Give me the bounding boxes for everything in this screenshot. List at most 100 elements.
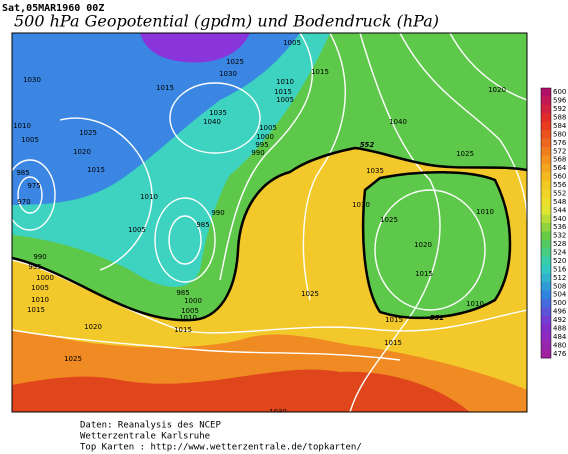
isobar-label: 1000 [256, 133, 274, 141]
contour-552 [361, 170, 512, 320]
isobar-label: 990 [251, 149, 264, 157]
isobar-label: 1010 [276, 78, 294, 86]
footer: Daten: Reanalysis des NCEPWetterzentrale… [80, 421, 362, 453]
isobar-label: 1020 [414, 241, 432, 249]
map: 1005 1015 1030 1015 1025 1030 1010 1015 1005 1020… [11, 32, 528, 416]
colorbar-swatch [541, 88, 551, 97]
colorbar-swatch [541, 130, 551, 139]
isobar [449, 33, 527, 101]
isobar-label: 1010 [31, 296, 49, 304]
colorbar-label: 596 [553, 97, 567, 105]
colorbar-label: 560 [553, 173, 566, 181]
isobar-label: 970 [17, 198, 30, 206]
isobar-label: 985 [16, 169, 29, 177]
map-frame [11, 32, 528, 413]
isobar-label: 1020 [84, 323, 102, 331]
isobar-label: 1030 [219, 70, 237, 78]
isobar-label: 1025 [456, 150, 474, 158]
isobar-label: 1035 [209, 109, 227, 117]
isobar-label: 1000 [184, 297, 202, 305]
colorbar-label: 480 [553, 341, 566, 349]
colorbar-label: 512 [553, 274, 566, 282]
colorbar-swatch [541, 256, 551, 266]
isobar-label: 1015 [27, 306, 45, 314]
field-green-trough [363, 172, 510, 318]
isobar-label: 1000 [36, 274, 54, 282]
isobar-label: 1005 [181, 307, 199, 315]
colorbar-label: 544 [553, 206, 567, 214]
height-label: 552 [430, 314, 445, 322]
isobar-label: 1035 [366, 167, 384, 175]
isobar-label: 1010 [466, 300, 484, 308]
colorbar-swatch [541, 341, 551, 350]
colorbar-label: 592 [553, 105, 566, 113]
isobar-label: 1025 [301, 290, 319, 298]
field-blue [12, 33, 300, 205]
colorbar-label: 584 [553, 122, 567, 130]
isobar [168, 215, 202, 265]
isobar [12, 329, 401, 361]
isobar-label: 975 [27, 182, 40, 190]
isobar [169, 82, 261, 154]
isobar [399, 33, 527, 221]
colorbar-label: 588 [553, 114, 566, 122]
isobar-label: 1030 [269, 408, 287, 416]
colorbar-swatch [541, 223, 551, 232]
colorbar: 6005965925885845805765725685645605565525… [540, 87, 567, 359]
isobar-label: 1020 [73, 148, 91, 156]
isobar [12, 159, 56, 231]
isobar-label: 1010 [476, 208, 494, 216]
colorbar-swatch [541, 290, 551, 300]
isobar-label: 990 [33, 253, 46, 261]
colorbar-label: 540 [553, 215, 566, 223]
colorbar-swatch [541, 163, 551, 173]
colorbar-swatch [541, 282, 551, 291]
colorbar-label: 484 [553, 333, 567, 341]
colorbar-swatch [541, 273, 551, 283]
isobar-label: 1015 [384, 339, 402, 347]
isobar-label: 985 [176, 289, 189, 297]
contour-552 [12, 146, 527, 322]
isobar-label: 1005 [276, 96, 294, 104]
title: 500 hPa Geopotential (gpdm) und Bodendru… [14, 12, 439, 31]
colorbar-frame [540, 87, 552, 359]
colorbar-label: 488 [553, 324, 566, 332]
isobar-label: 990 [211, 209, 224, 217]
colorbar-swatch [541, 138, 551, 148]
isobar [154, 197, 216, 283]
colorbar-label: 476 [553, 350, 567, 358]
colorbar-label: 580 [553, 130, 566, 138]
isobar-label: 1005 [31, 284, 49, 292]
colorbar-swatch [541, 349, 551, 359]
isobar [219, 33, 314, 281]
colorbar-swatch [541, 113, 551, 123]
colorbar-swatch [541, 324, 551, 333]
isobar-label: 1040 [389, 118, 407, 126]
colorbar-label: 576 [553, 139, 567, 147]
colorbar-label: 516 [553, 265, 567, 273]
isobar-label: 1025 [79, 129, 97, 137]
isobar-label: 1015 [311, 68, 329, 76]
colorbar-swatch [541, 265, 551, 274]
colorbar-label: 564 [553, 164, 567, 172]
isobar [349, 33, 441, 412]
colorbar-swatch [541, 315, 551, 325]
isobar-label: 1020 [488, 86, 506, 94]
isobar [17, 176, 43, 214]
colorbar-label: 492 [553, 316, 566, 324]
colorbar-swatch [541, 197, 551, 207]
isobar-label: 1025 [380, 216, 398, 224]
isobar-label: 1040 [203, 118, 221, 126]
isobar-label: 1010 [13, 122, 31, 130]
colorbar-swatch [541, 248, 551, 258]
isobar-label: 1005 [283, 39, 301, 47]
colorbar-label: 572 [553, 147, 566, 155]
isobar-label: 1015 [415, 270, 433, 278]
isobar-label: 1015 [174, 326, 192, 334]
colorbar-swatch [541, 206, 551, 215]
colorbar-label: 528 [553, 240, 566, 248]
colorbar-label: 552 [553, 189, 566, 197]
colorbar-label: 524 [553, 249, 567, 257]
colorbar-swatch [541, 189, 551, 198]
